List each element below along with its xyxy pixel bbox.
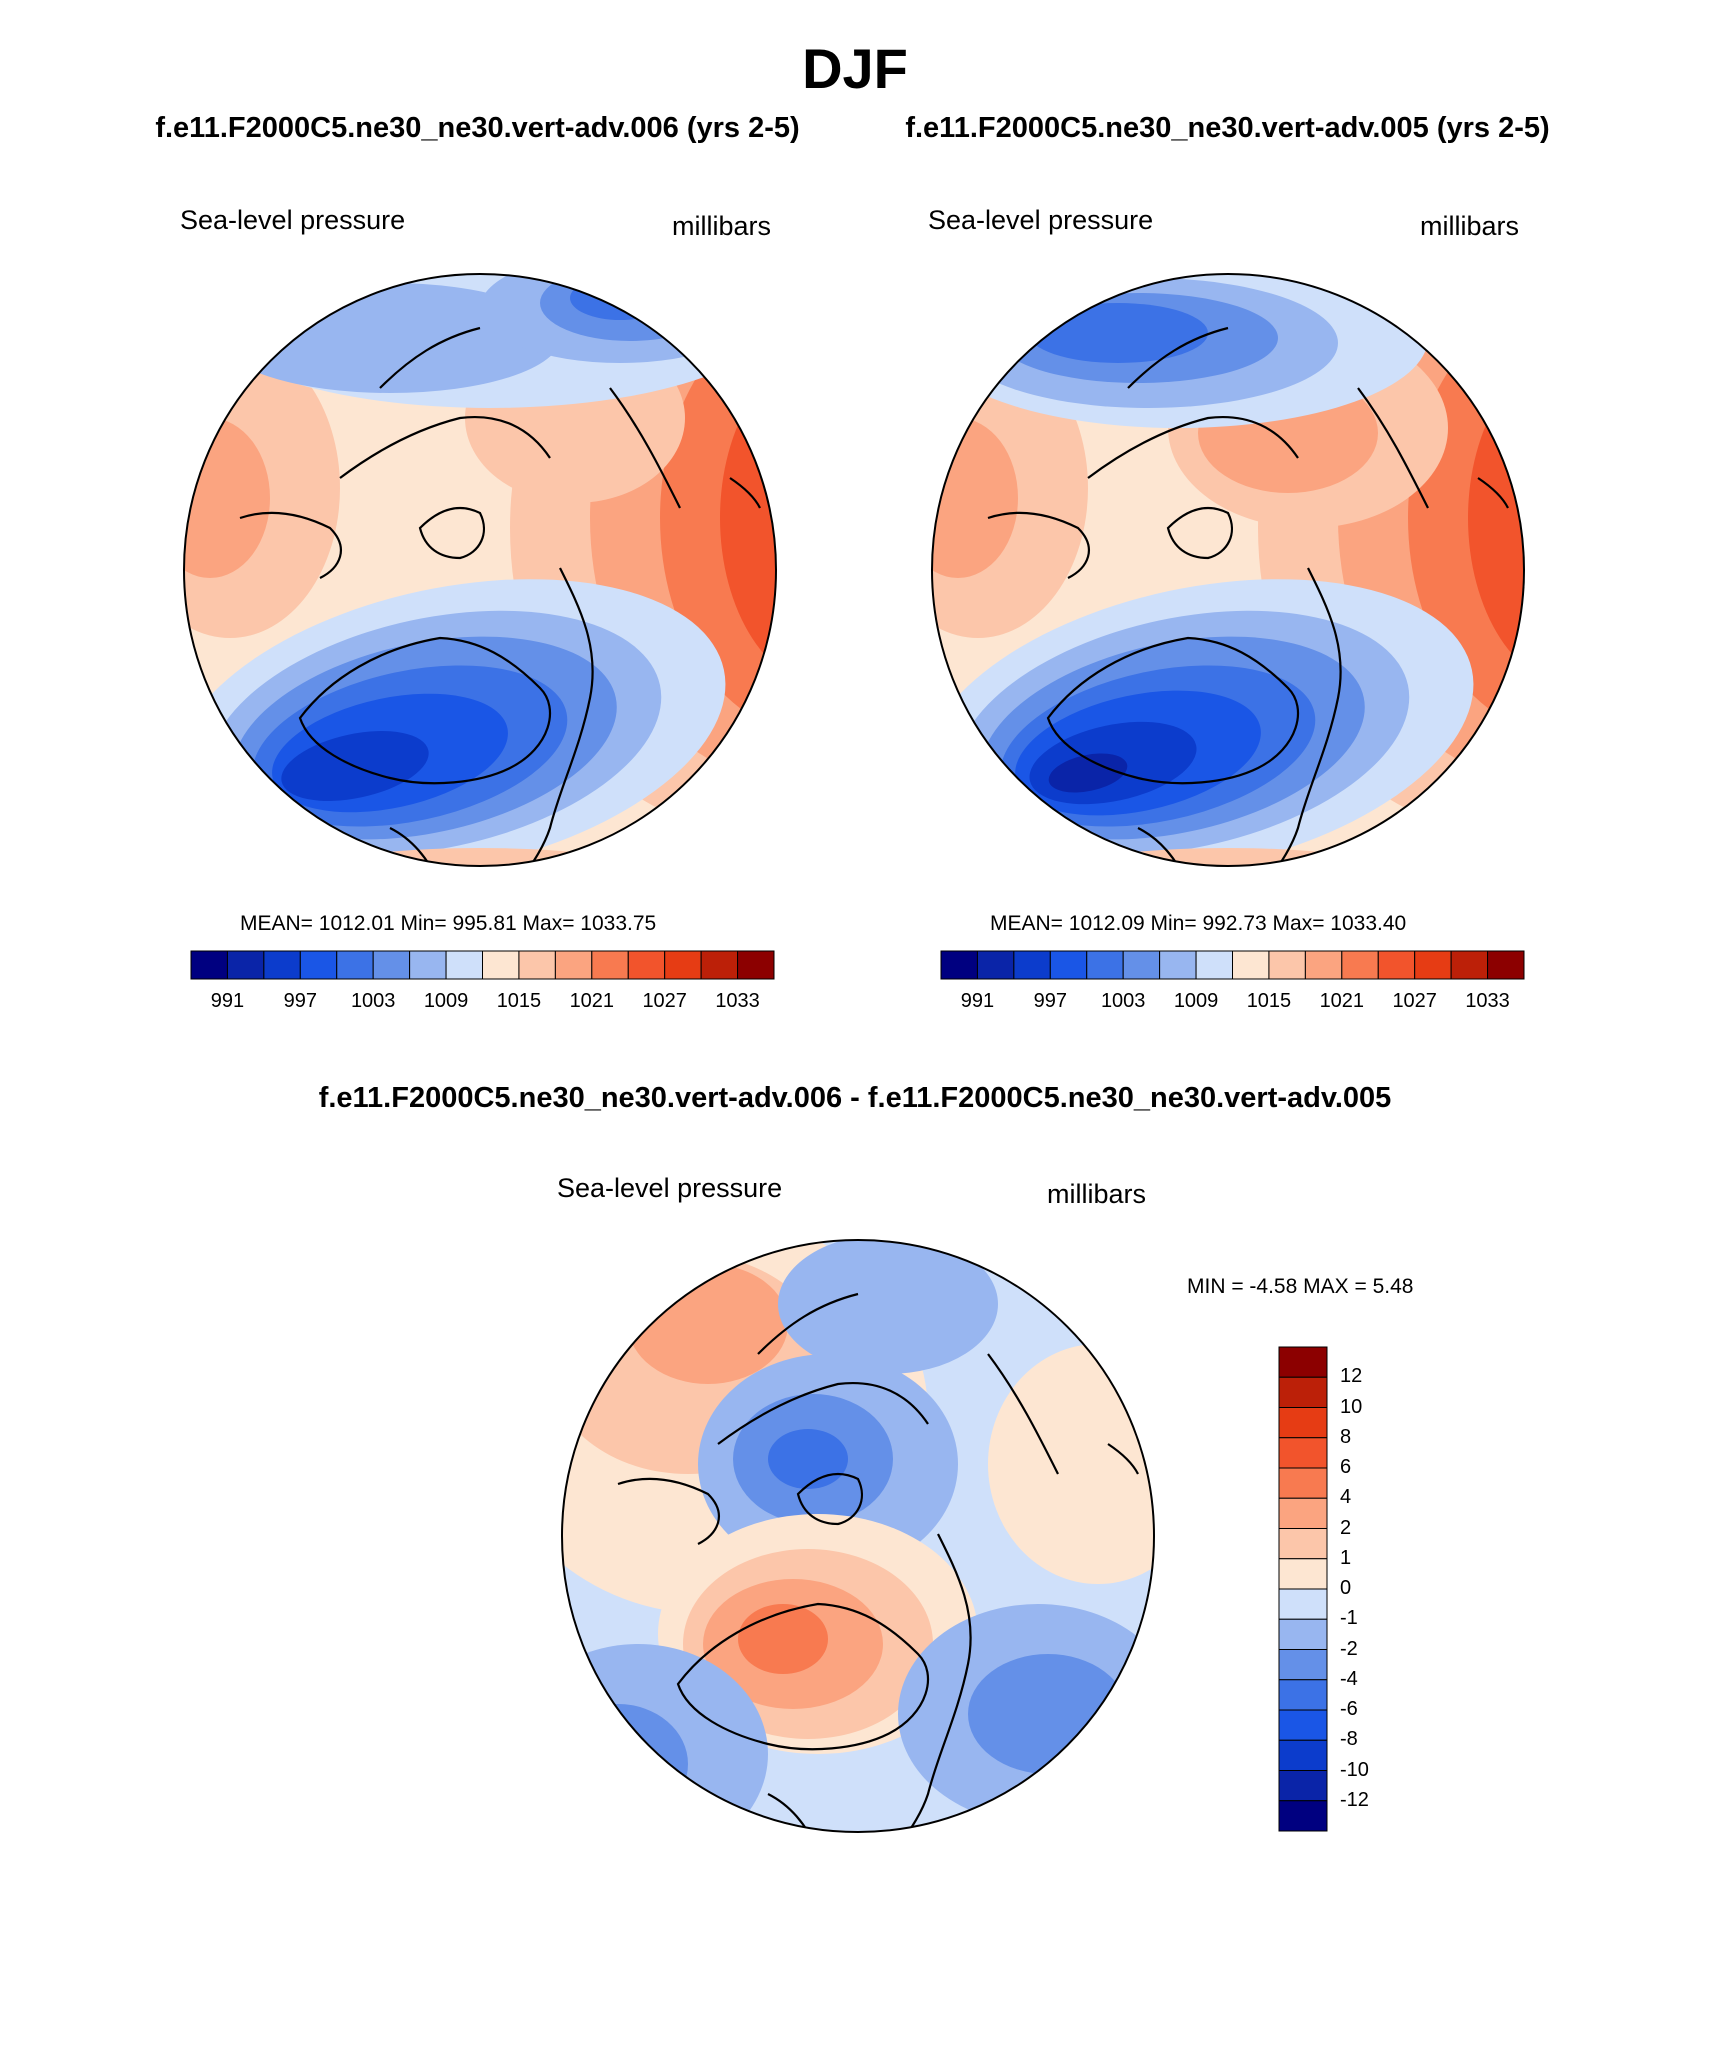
colorbar-swatch	[1278, 1558, 1328, 1590]
colorbar-tick-label: 6	[1340, 1456, 1352, 1478]
colorbar-tick-label: 1021	[569, 990, 615, 1012]
page-title: DJF	[802, 37, 908, 100]
colorbar-tick-label: -8	[1340, 1728, 1358, 1751]
panel1-stats: MEAN= 1012.01 Min= 995.81 Max= 1033.75	[240, 912, 657, 935]
colorbar-tick-label: -12	[1340, 1788, 1369, 1811]
colorbar-swatch	[1013, 950, 1051, 980]
colorbar-tick-label: -4	[1340, 1667, 1358, 1690]
colorbar-tick-label: 1027	[642, 990, 687, 1012]
colorbar-swatch	[1278, 1376, 1328, 1408]
colorbar-tick-label: -10	[1340, 1758, 1369, 1781]
colorbar-swatch	[1278, 1618, 1328, 1650]
colorbar-tick-label: 1033	[1465, 990, 1510, 1012]
colorbar-swatch	[1278, 1770, 1328, 1802]
colorbar-swatch	[1278, 1346, 1328, 1378]
panel1-colorbar	[190, 950, 775, 980]
panel2-colorbar	[940, 950, 1525, 980]
colorbar-swatch	[336, 950, 374, 980]
colorbar-swatch	[518, 950, 556, 980]
colorbar-tick-label: 991	[960, 990, 995, 1012]
panel2-variable: Sea-level pressure	[928, 205, 1154, 235]
colorbar-tick-label: 1015	[496, 990, 542, 1012]
colorbar-tick-label: -2	[1340, 1637, 1358, 1660]
colorbar-swatch	[263, 950, 301, 980]
colorbar-swatch	[940, 950, 978, 980]
colorbar-tick-label: 1021	[1319, 990, 1365, 1012]
colorbar-swatch	[664, 950, 702, 980]
colorbar-swatch	[226, 950, 265, 980]
colorbar-swatch	[1278, 1588, 1328, 1620]
colorbar-swatch	[1278, 1467, 1328, 1499]
subtitle-left: f.e11.F2000C5.ne30_ne30.vert-adv.006 (yr…	[155, 112, 800, 144]
colorbar-tick-label: 8	[1340, 1425, 1352, 1448]
panel1-map	[183, 273, 777, 867]
colorbar-tick-label: 991	[210, 990, 245, 1012]
colorbar-swatch	[482, 950, 520, 980]
colorbar-swatch	[1268, 950, 1306, 980]
colorbar-tick-label: 997	[283, 990, 317, 1012]
colorbar-swatch	[1450, 950, 1489, 980]
panel3-map	[561, 1239, 1155, 1833]
colorbar-swatch	[1278, 1497, 1328, 1529]
colorbar-tick-label: 1009	[423, 990, 469, 1012]
subtitle-right: f.e11.F2000C5.ne30_ne30.vert-adv.005 (yr…	[905, 112, 1550, 144]
colorbar-swatch	[372, 950, 411, 980]
colorbar-tick-label: 1015	[1246, 990, 1292, 1012]
colorbar-swatch	[190, 950, 228, 980]
colorbar-swatch	[591, 950, 629, 980]
colorbar-swatch	[1377, 950, 1416, 980]
colorbar-swatch	[700, 950, 739, 980]
panel1-variable: Sea-level pressure	[180, 205, 406, 235]
diff-title: f.e11.F2000C5.ne30_ne30.vert-adv.006 - f…	[318, 1082, 1392, 1114]
colorbar-swatch	[409, 950, 447, 980]
colorbar-swatch	[1278, 1739, 1328, 1771]
colorbar-tick-label: 1009	[1173, 990, 1219, 1012]
colorbar-swatch	[976, 950, 1015, 980]
colorbar-tick-label: 1	[1340, 1546, 1352, 1569]
colorbar-swatch	[1278, 1649, 1328, 1681]
colorbar-swatch	[1278, 1407, 1328, 1439]
colorbar-swatch	[1049, 950, 1088, 980]
colorbar-tick-label: 2	[1340, 1516, 1352, 1539]
colorbar-swatch	[1195, 950, 1233, 980]
colorbar-tick-label: -1	[1340, 1607, 1358, 1630]
colorbar-tick-label: 1003	[350, 990, 396, 1012]
panel3-variable: Sea-level pressure	[557, 1173, 783, 1203]
colorbar-tick-label: 4	[1340, 1486, 1352, 1509]
colorbar-swatch	[1122, 950, 1161, 980]
colorbar-tick-label: 12	[1340, 1365, 1363, 1388]
colorbar-tick-label: 1003	[1100, 990, 1146, 1012]
colorbar-swatch	[627, 950, 666, 980]
colorbar-swatch	[1278, 1679, 1328, 1711]
panel2-map	[931, 273, 1525, 867]
colorbar-tick-label: 10	[1340, 1395, 1363, 1418]
panel2-units: millibars	[1420, 211, 1520, 241]
colorbar-swatch	[1278, 1800, 1328, 1832]
colorbar-swatch	[299, 950, 338, 980]
colorbar-tick-label: 1027	[1392, 990, 1437, 1012]
colorbar-swatch	[1086, 950, 1124, 980]
colorbar-tick-label: 997	[1033, 990, 1067, 1012]
colorbar-swatch	[1232, 950, 1270, 980]
colorbar-swatch	[554, 950, 593, 980]
colorbar-swatch	[1414, 950, 1452, 980]
colorbar-swatch	[1159, 950, 1197, 980]
panel3-stats: MIN = -4.58 MAX = 5.48	[1187, 1275, 1414, 1298]
panel1-units: millibars	[672, 211, 772, 241]
colorbar-tick-label: 0	[1340, 1577, 1352, 1599]
colorbar-swatch	[737, 950, 775, 980]
colorbar-swatch	[1278, 1528, 1328, 1560]
colorbar-swatch	[1278, 1437, 1328, 1469]
colorbar-swatch	[1278, 1709, 1328, 1741]
colorbar-tick-label: 1033	[715, 990, 760, 1012]
colorbar-tick-label: -6	[1340, 1698, 1358, 1720]
colorbar-swatch	[1487, 950, 1525, 980]
panel3-colorbar	[1278, 1346, 1328, 1832]
colorbar-swatch	[445, 950, 483, 980]
colorbar-swatch	[1304, 950, 1343, 980]
panel2-stats: MEAN= 1012.09 Min= 992.73 Max= 1033.40	[990, 912, 1407, 935]
panel3-units: millibars	[1047, 1179, 1147, 1209]
colorbar-swatch	[1341, 950, 1379, 980]
